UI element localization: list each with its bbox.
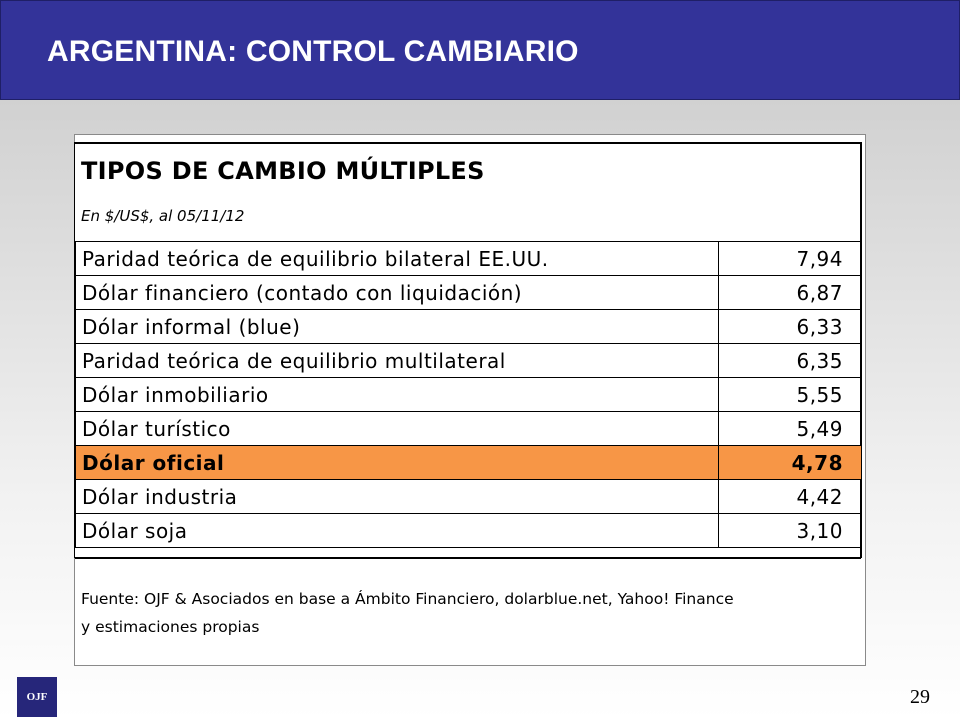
table-row: Dólar informal (blue) 6,33 <box>75 309 862 344</box>
rate-label: Paridad teórica de equilibrio bilateral … <box>75 241 719 276</box>
table-title: TIPOS DE CAMBIO MÚLTIPLES <box>81 157 485 185</box>
table-row: Paridad teórica de equilibrio bilateral … <box>75 241 862 276</box>
rate-value: 6,87 <box>718 275 862 310</box>
rate-label: Dólar oficial <box>75 445 719 480</box>
rate-label: Paridad teórica de equilibrio multilater… <box>75 343 719 378</box>
source-line-1: Fuente: OJF & Asociados en base a Ámbito… <box>81 590 734 608</box>
source-note: Fuente: OJF & Asociados en base a Ámbito… <box>81 585 734 641</box>
page-number: 29 <box>910 686 930 708</box>
exchange-rate-table: Paridad teórica de equilibrio bilateral … <box>75 241 862 548</box>
rate-label: Dólar industria <box>75 479 719 514</box>
rate-value: 7,94 <box>718 241 862 276</box>
title-bar: ARGENTINA: CONTROL CAMBIARIO <box>0 0 960 100</box>
rate-value: 4,78 <box>718 445 862 480</box>
table-subtitle: En $/US$, al 05/11/12 <box>81 207 245 225</box>
table-row: Dólar industria 4,42 <box>75 479 862 514</box>
rate-value: 6,33 <box>718 309 862 344</box>
rate-label: Dólar turístico <box>75 411 719 446</box>
rate-label: Dólar financiero (contado con liquidació… <box>75 275 719 310</box>
source-line-2: y estimaciones propias <box>81 618 260 636</box>
table-row: Dólar inmobiliario 5,55 <box>75 377 862 412</box>
rate-label: Dólar inmobiliario <box>75 377 719 412</box>
table-row: Dólar financiero (contado con liquidació… <box>75 275 862 310</box>
table-row: Dólar soja 3,10 <box>75 513 862 548</box>
table-frame <box>75 142 861 559</box>
rate-value: 4,42 <box>718 479 862 514</box>
rate-value: 3,10 <box>718 513 862 548</box>
table-row: Paridad teórica de equilibrio multilater… <box>75 343 862 378</box>
table-row: Dólar turístico 5,49 <box>75 411 862 446</box>
rate-label: Dólar informal (blue) <box>75 309 719 344</box>
rate-value: 5,49 <box>718 411 862 446</box>
rate-value: 6,35 <box>718 343 862 378</box>
ojf-logo: OJF <box>17 677 57 717</box>
table-panel: TIPOS DE CAMBIO MÚLTIPLES En $/US$, al 0… <box>74 134 866 666</box>
rate-value: 5,55 <box>718 377 862 412</box>
table-row: Dólar oficial 4,78 <box>75 445 862 480</box>
rate-label: Dólar soja <box>75 513 719 548</box>
page-title: ARGENTINA: CONTROL CAMBIARIO <box>47 35 579 68</box>
